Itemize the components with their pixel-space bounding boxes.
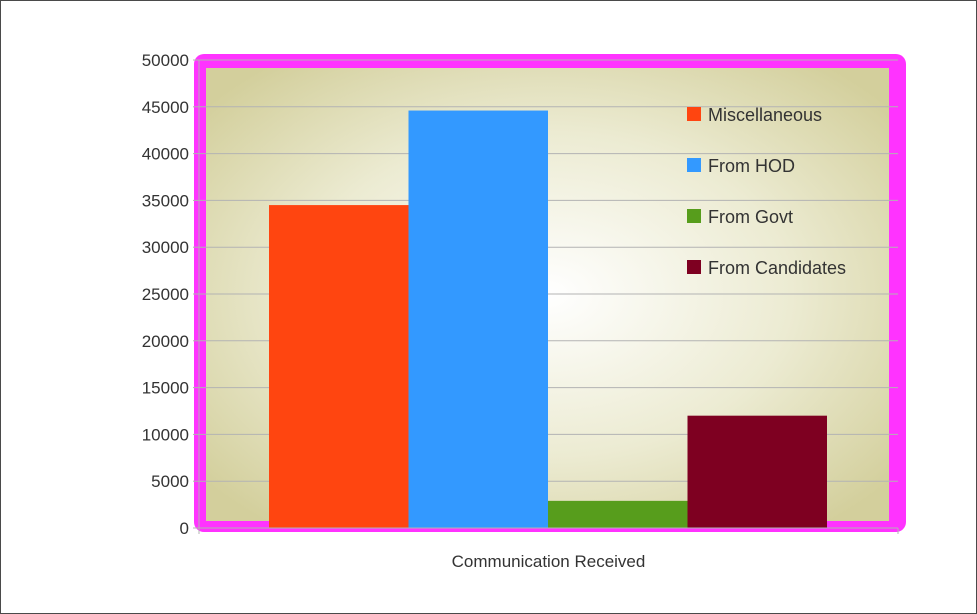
y-axis: 0 5000 10000 15000 20000 25000 30000 35000 40000…: [142, 51, 200, 538]
bars: [269, 110, 827, 528]
y-tick-label: 25000: [142, 285, 189, 304]
x-category-label: Communication Received: [452, 552, 646, 571]
legend-swatch: [687, 209, 701, 223]
y-tick-label: 30000: [142, 238, 189, 257]
y-tick-label: 45000: [142, 98, 189, 117]
legend-label: From HOD: [708, 156, 795, 176]
legend-swatch: [687, 107, 701, 121]
y-tick-label: 5000: [151, 472, 189, 491]
bar-from-candidates: [687, 415, 827, 528]
y-tick-label: 10000: [142, 425, 189, 444]
y-tick-label: 50000: [142, 51, 189, 70]
bar-miscellaneous: [269, 205, 409, 528]
legend-swatch: [687, 260, 701, 274]
y-tick-label: 20000: [142, 332, 189, 351]
y-tick-label: 35000: [142, 191, 189, 210]
x-axis: Communication Received: [198, 527, 899, 571]
bar-from-govt: [548, 500, 688, 528]
legend-label: Miscellaneous: [708, 105, 822, 125]
legend: Miscellaneous From HOD From Govt From Candi…: [687, 105, 846, 278]
y-tick-label: 40000: [142, 145, 189, 164]
bar-from-hod: [408, 110, 548, 528]
y-tick-label: 0: [180, 519, 189, 538]
legend-label: From Govt: [708, 207, 793, 227]
legend-label: From Candidates: [708, 258, 846, 278]
y-tick-label: 15000: [142, 379, 189, 398]
legend-swatch: [687, 158, 701, 172]
